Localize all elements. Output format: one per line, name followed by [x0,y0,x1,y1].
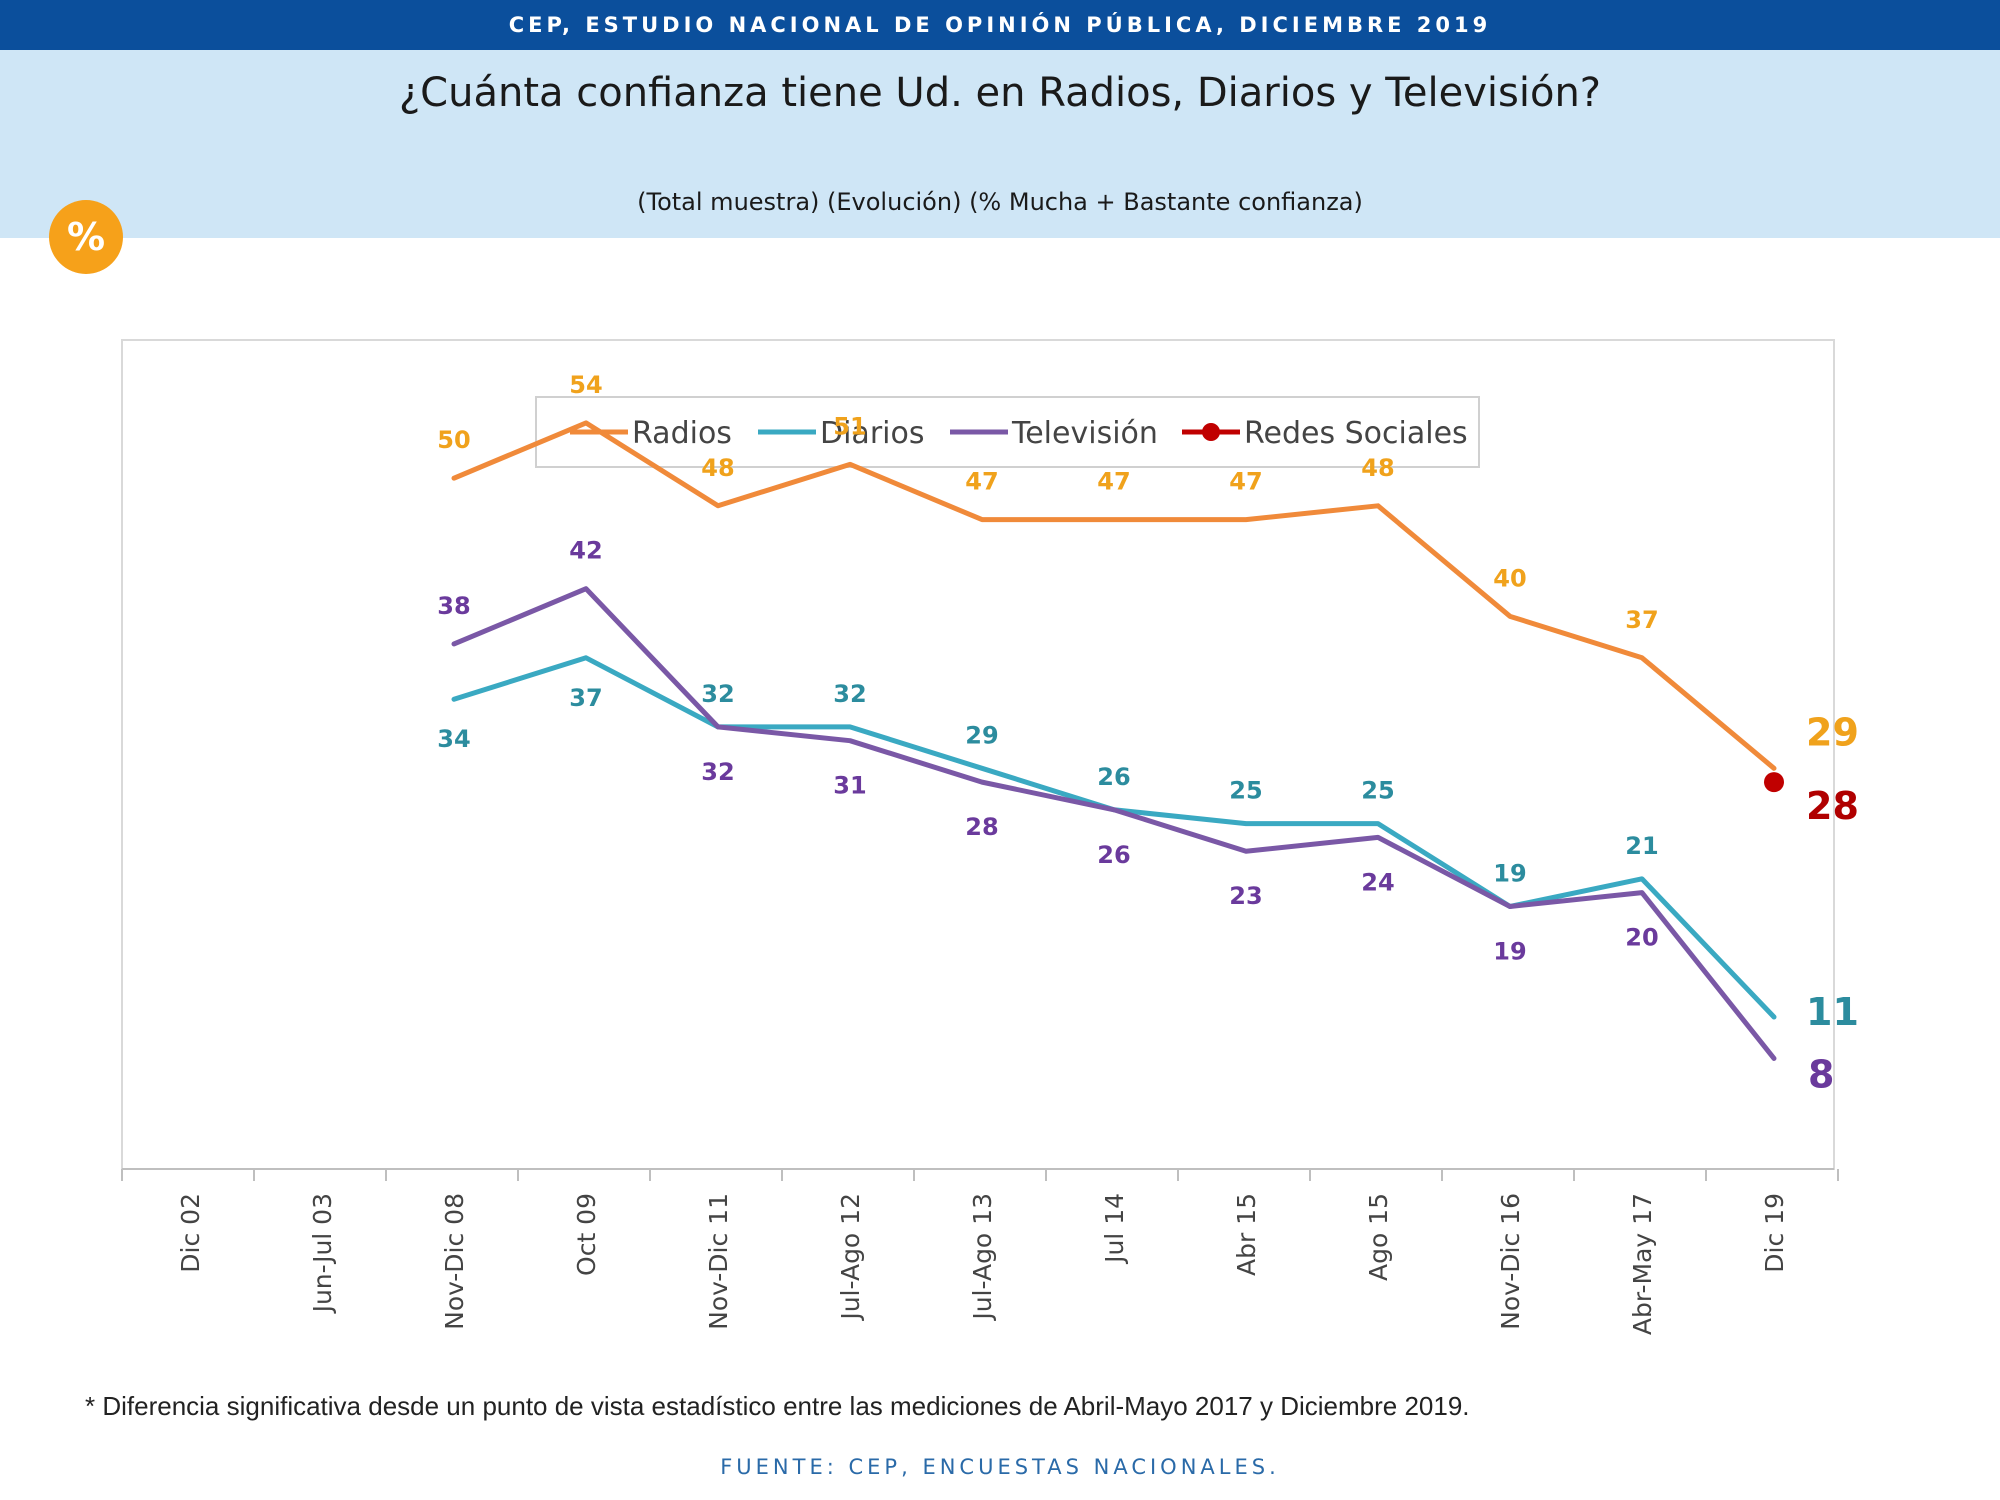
data-label-diarios: 34 [437,725,470,753]
header-panel [0,50,2000,238]
data-label-radios: 47 [965,468,998,496]
data-labels: 50 34 38 54 37 42 48 32 32 51 32 31 47 29 28 47 26 26 47 25… [437,371,1859,1097]
data-label-diarios: 19 [1493,859,1526,887]
end-label-diarios: 11 [1806,990,1859,1034]
data-label-radios: 48 [701,454,734,482]
legend-label-redes-sociales: Redes Sociales [1244,416,1468,451]
data-label-radios: 37 [1625,606,1658,634]
legend: Radios Diarios Televisión Redes Sociales [535,396,1480,468]
x-tick-label: Abr 15 [1232,1193,1261,1276]
data-point-redes-sociales [1764,772,1784,793]
series-line-television [451,586,1777,1061]
footnote: * Diferencia significativa desde un punt… [85,1391,1470,1421]
plot-area [121,339,1835,1170]
data-label-diarios: 26 [1097,763,1130,791]
x-tick-label: Ago 15 [1364,1193,1393,1281]
data-label-television: 24 [1361,868,1394,896]
x-tick-label: Jul 14 [1100,1193,1129,1265]
data-label-diarios: 21 [1625,832,1658,860]
data-label-television: 32 [701,758,734,786]
x-tick-label: Jul-Ago 13 [968,1193,997,1322]
x-tick-label: Abr-May 17 [1628,1193,1657,1335]
x-tick-label: Dic 02 [176,1193,205,1273]
legend-marker-redes-sociales [1202,423,1220,441]
percent-badge-icon: % [49,200,123,274]
data-label-television: 26 [1097,841,1130,869]
legend-label-radios: Radios [632,416,732,451]
data-label-television: 23 [1229,882,1262,910]
data-label-radios: 47 [1229,468,1262,496]
data-label-television: 31 [833,772,866,800]
data-label-television: 42 [569,537,602,565]
data-label-radios: 40 [1493,564,1526,592]
data-label-radios: 48 [1361,454,1394,482]
data-label-television: 19 [1493,937,1526,965]
data-label-television: 20 [1625,924,1658,952]
x-tick-label: Jul-Ago 12 [836,1193,865,1322]
data-label-radios: 54 [569,371,602,399]
x-tick-label: Oct 09 [572,1193,601,1276]
source-note: FUENTE: CEP, ENCUESTAS NACIONALES. [720,1455,1280,1479]
data-label-diarios: 25 [1361,777,1394,805]
x-tick-label: Jun-Jul 03 [308,1193,337,1314]
series-lines [451,420,1784,1061]
x-tick-label: Dic 19 [1760,1193,1789,1273]
series-line-radios [451,420,1777,771]
x-axis: Dic 02 Jun-Jul 03 Nov-Dic 08 Oct 09 Nov-Dic … [121,1168,1839,1335]
data-label-diarios: 32 [833,680,866,708]
data-label-television: 38 [437,592,470,620]
x-tick-label: Nov-Dic 08 [440,1193,469,1330]
data-label-radios: 47 [1097,468,1130,496]
chart-title: ¿Cuánta confianza tiene Ud. en Radios, D… [398,70,1602,116]
legend-label-television: Televisión [1011,416,1158,451]
data-label-diarios: 25 [1229,777,1262,805]
end-label-television: 8 [1808,1052,1834,1096]
data-label-diarios: 37 [569,684,602,712]
data-label-television: 28 [965,813,998,841]
end-label-redes-sociales: 28 [1806,784,1859,828]
survey-banner: CEP, ESTUDIO NACIONAL DE OPINIÓN PÚBLICA… [0,0,2000,50]
data-label-diarios: 32 [701,680,734,708]
chart-subtitle: (Total muestra) (Evolución) (% Mucha + B… [637,188,1363,216]
data-label-radios: 51 [833,412,866,440]
legend-label-diarios: Diarios [820,416,924,451]
end-label-radios: 29 [1806,710,1859,754]
x-tick-label: Nov-Dic 16 [1496,1193,1525,1330]
data-label-diarios: 29 [965,721,998,749]
x-tick-label: Nov-Dic 11 [704,1193,733,1330]
data-label-radios: 50 [437,426,470,454]
